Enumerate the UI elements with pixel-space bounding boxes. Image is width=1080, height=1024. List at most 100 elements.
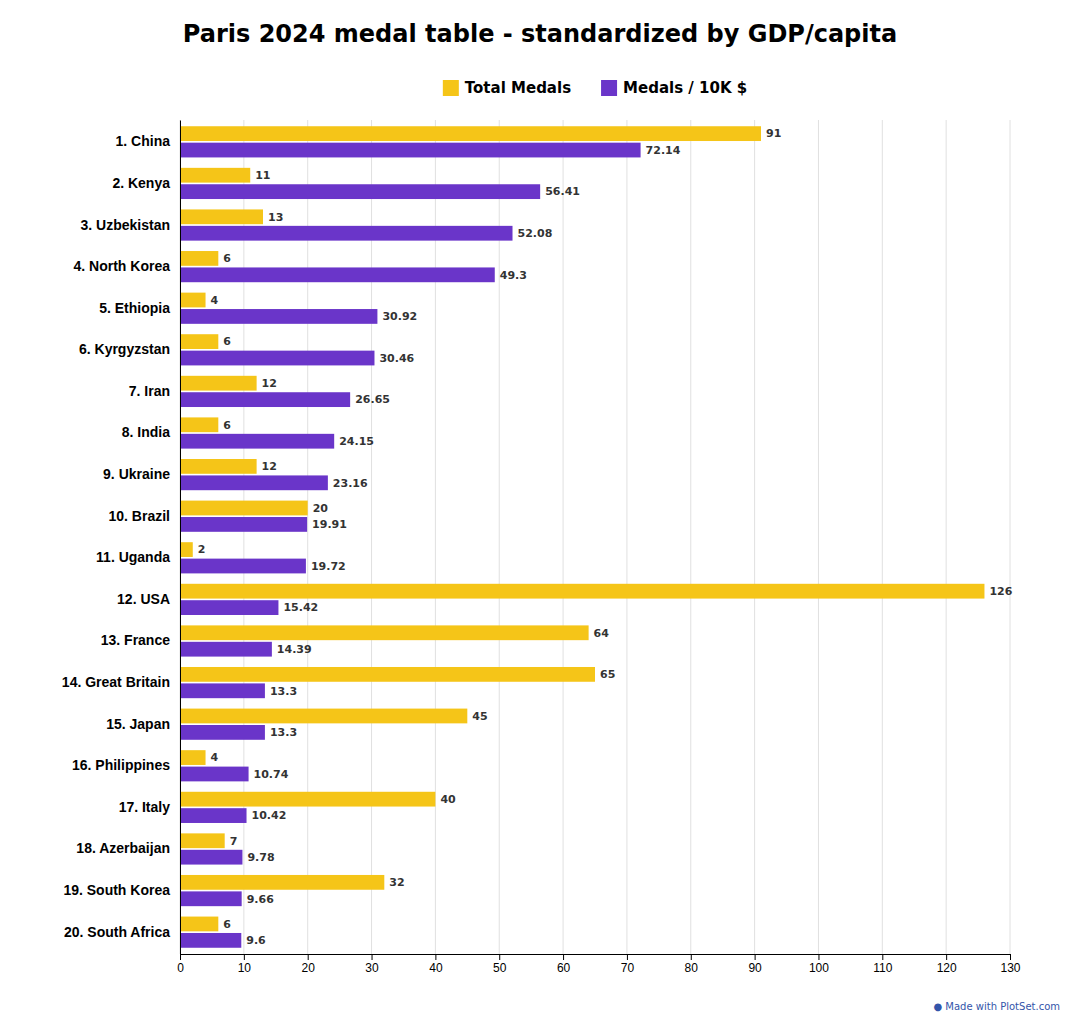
data-label: 10.42 <box>252 809 287 822</box>
tick-mark <box>244 954 245 960</box>
tick: 6. Kyrgyzstan <box>79 341 170 357</box>
tick: 18. Azerbaijan <box>76 840 170 856</box>
grid-line <box>754 120 755 954</box>
tick: 2. Kenya <box>112 175 170 191</box>
tick-mark <box>372 954 373 960</box>
data-label: 7 <box>230 835 238 848</box>
tick-label: 70 <box>621 961 635 975</box>
tick: 5. Ethiopia <box>99 300 170 316</box>
data-label: 13.3 <box>270 685 297 698</box>
bar <box>180 267 495 282</box>
category-label: 1. China <box>116 133 171 149</box>
category-label: 8. India <box>122 424 170 440</box>
tick: 70 <box>621 954 635 975</box>
data-label: 32 <box>389 876 404 889</box>
tick: 7. Iran <box>129 383 170 399</box>
legend-item: Medals / 10K $ <box>601 79 747 97</box>
plot: 91111364612612202126646545440732672.1456… <box>62 120 1021 975</box>
tick-mark <box>818 954 819 960</box>
bar <box>180 475 328 490</box>
bar <box>180 459 257 474</box>
tick: 4. North Korea <box>74 258 171 274</box>
category-label: 16. Philippines <box>72 757 170 773</box>
tick: 12. USA <box>117 591 170 607</box>
grid-line <box>371 120 372 954</box>
category-label: 11. Uganda <box>96 549 170 565</box>
data-label: 9.6 <box>246 934 266 947</box>
y-axis: 1. China2. Kenya3. Uzbekistan4. North Ko… <box>62 121 181 955</box>
legend-item: Total Medals <box>443 79 571 97</box>
grid-line <box>499 120 500 954</box>
category-label: 10. Brazil <box>109 508 170 524</box>
category-label: 14. Great Britain <box>62 674 170 690</box>
category-label: 6. Kyrgyzstan <box>79 341 170 357</box>
axis-domain <box>181 955 1011 961</box>
data-label: 45 <box>472 710 487 723</box>
tick-label: 20 <box>302 961 316 975</box>
tick-label: 60 <box>557 961 571 975</box>
data-label: 6 <box>223 419 231 432</box>
tick-mark <box>563 954 564 960</box>
grid-line <box>946 120 947 954</box>
data-label: 30.92 <box>382 310 417 323</box>
bar <box>180 750 206 765</box>
tick-mark <box>946 954 947 960</box>
tick: 100 <box>809 954 829 975</box>
tick: 20 <box>302 954 316 975</box>
tick: 50 <box>493 954 507 975</box>
tick-mark <box>627 954 628 960</box>
bar <box>180 542 193 557</box>
data-label: 30.46 <box>379 352 414 365</box>
data-label: 40 <box>440 793 456 806</box>
bar <box>180 792 435 807</box>
bar <box>180 725 265 740</box>
data-label: 12 <box>262 460 277 473</box>
data-label: 49.3 <box>500 269 527 282</box>
bar <box>180 917 218 932</box>
tick: 60 <box>557 954 571 975</box>
grid-line <box>563 120 564 954</box>
data-label: 4 <box>211 751 219 764</box>
data-label: 65 <box>600 668 615 681</box>
tick-mark <box>1010 954 1011 960</box>
bars <box>180 126 984 948</box>
tick: 15. Japan <box>106 716 170 732</box>
bar <box>180 517 307 532</box>
category-label: 17. Italy <box>119 799 171 815</box>
chart: Paris 2024 medal table - standardized by… <box>0 0 1080 1024</box>
tick: 1. China <box>116 133 171 149</box>
grid-line <box>435 120 436 954</box>
data-label: 91 <box>766 127 781 140</box>
grid-line <box>818 120 819 954</box>
tick-label: 90 <box>748 961 762 975</box>
bar <box>180 767 249 782</box>
tick: 130 <box>1000 954 1020 975</box>
category-label: 15. Japan <box>106 716 170 732</box>
category-label: 12. USA <box>117 591 170 607</box>
tick-label: 100 <box>809 961 829 975</box>
category-label: 20. South Africa <box>64 924 170 940</box>
data-label: 24.15 <box>339 435 374 448</box>
category-label: 4. North Korea <box>74 258 171 274</box>
data-label: 4 <box>211 294 219 307</box>
tick-label: 110 <box>873 961 892 975</box>
tick: 0 <box>177 954 184 975</box>
bar <box>180 625 589 640</box>
tick-mark <box>755 954 756 960</box>
title: Paris 2024 medal table - standardized by… <box>183 20 897 48</box>
tick-mark <box>180 954 181 960</box>
tick: 13. France <box>101 632 170 648</box>
grid-line <box>690 120 691 954</box>
bar <box>180 126 761 141</box>
bar <box>180 600 278 615</box>
tick: 20. South Africa <box>64 924 170 940</box>
bar <box>180 584 984 599</box>
tick-label: 10 <box>238 961 252 975</box>
data-label: 19.91 <box>312 518 347 531</box>
axis-domain <box>180 121 181 955</box>
bar <box>180 168 250 183</box>
bar <box>180 501 308 516</box>
tick: 19. South Korea <box>63 882 170 898</box>
data-label: 13.3 <box>270 726 297 739</box>
tick: 14. Great Britain <box>62 674 170 690</box>
